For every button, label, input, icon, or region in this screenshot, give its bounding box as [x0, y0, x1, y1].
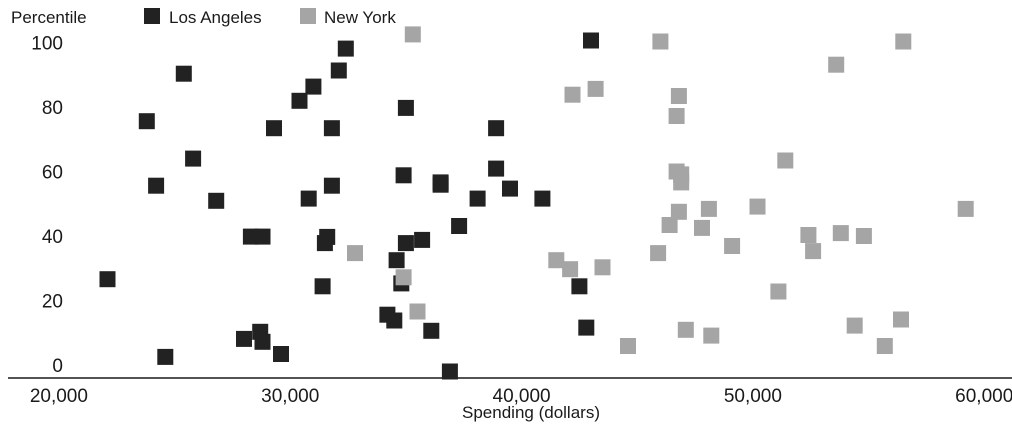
data-point-new-york [395, 269, 412, 286]
data-point-los-angeles [254, 333, 271, 350]
data-point-los-angeles [273, 346, 289, 362]
y-axis-ticks: 0 20 40 60 80 100 [31, 33, 63, 377]
data-point-los-angeles [583, 32, 599, 49]
data-point-los-angeles [414, 231, 431, 248]
data-point-new-york [893, 311, 909, 328]
data-point-new-york [594, 259, 611, 276]
x-tick-label: 50,000 [724, 386, 782, 407]
data-point-los-angeles [291, 92, 308, 109]
data-point-new-york [694, 219, 710, 236]
data-point-new-york [724, 238, 741, 254]
data-point-los-angeles [395, 167, 412, 184]
data-point-los-angeles [337, 40, 354, 57]
data-point-new-york [957, 200, 974, 217]
data-point-los-angeles [388, 252, 405, 269]
data-point-los-angeles [397, 235, 414, 252]
x-tick-label: 20,000 [30, 386, 88, 407]
data-point-los-angeles [441, 363, 458, 380]
x-tick-label: 60,000 [955, 386, 1012, 407]
x-tick-label: 30,000 [261, 386, 319, 407]
y-tick-label: 40 [42, 227, 63, 248]
data-point-los-angeles [138, 113, 155, 130]
data-point-los-angeles [266, 120, 282, 137]
data-point-los-angeles [254, 228, 271, 245]
data-point-los-angeles [157, 348, 174, 365]
data-point-new-york [404, 26, 421, 43]
data-point-new-york [703, 327, 720, 344]
data-point-new-york [876, 338, 893, 354]
x-tick-label: 40,000 [493, 386, 551, 407]
y-tick-label: 80 [42, 98, 63, 119]
data-point-los-angeles [397, 99, 414, 116]
data-point-los-angeles [330, 62, 347, 79]
data-point-new-york [670, 203, 687, 220]
legend-label-los-angeles: Los Angeles [169, 8, 262, 27]
data-point-los-angeles [469, 190, 486, 207]
data-point-new-york [650, 245, 667, 262]
x-axis-ticks: 20,000 30,000 40,000 50,000 60,000 [30, 386, 1012, 407]
data-point-los-angeles [578, 319, 595, 336]
data-point-los-angeles [488, 120, 505, 137]
data-point-los-angeles [423, 322, 440, 339]
data-point-new-york [777, 152, 794, 169]
data-point-new-york [652, 33, 669, 50]
legend: Los Angeles New York [144, 8, 396, 27]
data-point-los-angeles [175, 65, 192, 82]
data-point-new-york [855, 228, 872, 244]
data-point-new-york [587, 80, 604, 97]
data-point-new-york [770, 283, 787, 300]
plot-area [99, 26, 974, 380]
data-point-los-angeles [451, 218, 468, 234]
data-point-new-york [832, 225, 849, 242]
y-tick-label: 20 [42, 291, 63, 312]
y-tick-label: 0 [52, 356, 63, 377]
data-point-los-angeles [314, 278, 331, 295]
data-point-los-angeles [323, 120, 340, 137]
y-tick-label: 60 [42, 162, 63, 183]
data-point-new-york [562, 261, 579, 278]
data-point-new-york [409, 303, 426, 320]
data-point-los-angeles [488, 160, 505, 177]
data-point-new-york [700, 200, 717, 217]
data-point-new-york [805, 243, 822, 260]
legend-marker-los-angeles [144, 8, 160, 24]
data-point-new-york [673, 174, 690, 191]
data-point-new-york [620, 338, 636, 354]
data-point-los-angeles [99, 271, 116, 288]
data-point-los-angeles [185, 150, 202, 167]
data-point-los-angeles [534, 190, 551, 207]
data-point-los-angeles [502, 180, 518, 197]
legend-label-new-york: New York [324, 8, 396, 27]
data-point-new-york [895, 33, 912, 50]
data-point-new-york [668, 108, 685, 124]
data-point-los-angeles [571, 278, 588, 295]
data-point-los-angeles [386, 312, 403, 329]
data-point-new-york [548, 252, 565, 269]
data-point-new-york [347, 245, 363, 262]
data-point-los-angeles [319, 228, 336, 245]
data-point-los-angeles [432, 174, 449, 191]
data-point-los-angeles [148, 177, 165, 194]
data-point-new-york [846, 317, 863, 334]
data-point-new-york [564, 86, 581, 103]
data-point-new-york [670, 88, 687, 104]
data-point-los-angeles [323, 177, 340, 194]
data-point-los-angeles [236, 330, 252, 347]
legend-marker-new-york [300, 8, 316, 24]
data-point-new-york [677, 321, 694, 338]
x-axis-title: Spending (dollars) [462, 403, 600, 422]
y-axis-title: Percentile [11, 8, 87, 27]
data-point-new-york [800, 227, 817, 243]
data-point-los-angeles [305, 78, 322, 95]
data-point-new-york [749, 198, 766, 215]
data-point-new-york [661, 217, 678, 233]
y-tick-label: 100 [31, 33, 63, 54]
data-point-new-york [828, 56, 845, 73]
data-point-los-angeles [300, 190, 317, 207]
data-point-los-angeles [208, 192, 225, 209]
